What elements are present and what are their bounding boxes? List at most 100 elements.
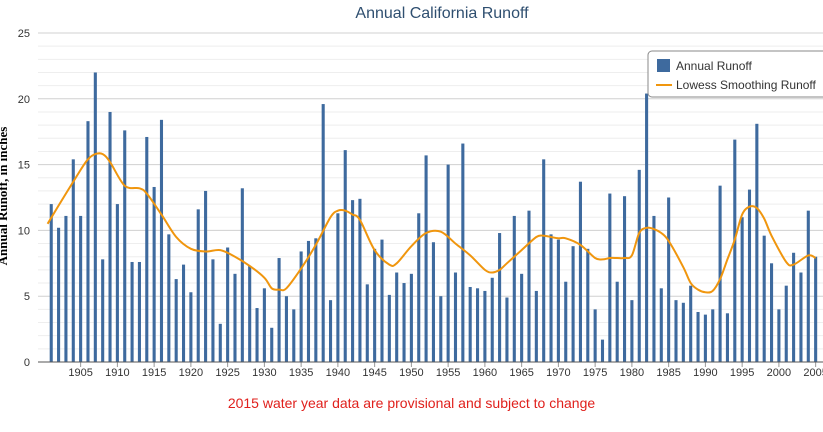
bar[interactable] [292,309,296,362]
bar[interactable] [57,227,61,362]
legend-label-lowess[interactable]: Lowess Smoothing Runoff [676,78,817,92]
bar[interactable] [49,204,53,362]
bar[interactable] [586,248,590,362]
legend-label-annual-runoff[interactable]: Annual Runoff [676,59,753,73]
bar[interactable] [468,286,472,362]
bar[interactable] [387,294,391,362]
bar[interactable] [255,308,259,362]
bar[interactable] [475,288,480,362]
bar[interactable] [365,284,369,362]
bar[interactable] [498,233,502,362]
bar[interactable] [600,339,605,362]
bar[interactable] [806,210,810,362]
bar[interactable] [101,259,105,362]
bar[interactable] [446,164,450,362]
bar[interactable] [593,309,597,362]
bar[interactable] [747,189,752,362]
bar[interactable] [556,239,560,362]
bar[interactable] [637,169,641,362]
bar[interactable] [527,210,531,362]
bar[interactable] [211,259,215,362]
bar[interactable] [328,300,333,362]
bar[interactable] [343,150,347,362]
bar[interactable] [115,204,119,362]
bar[interactable] [608,193,612,362]
bar[interactable] [542,159,546,362]
bar[interactable] [483,290,487,362]
bar[interactable] [71,159,75,362]
bar[interactable] [358,198,362,362]
bar[interactable] [240,188,244,362]
bar[interactable] [733,139,737,362]
bar[interactable] [799,272,803,362]
bar[interactable] [137,261,141,362]
bar[interactable] [615,281,619,362]
bar[interactable] [711,309,715,362]
bar[interactable] [623,196,627,362]
bar[interactable] [174,279,178,362]
bar[interactable] [696,311,700,362]
bar[interactable] [453,272,458,362]
bar[interactable] [181,264,186,362]
bar[interactable] [196,209,200,362]
bar[interactable] [380,239,384,362]
bar[interactable] [740,217,744,362]
bar[interactable] [564,281,568,362]
bar[interactable] [93,72,97,362]
bar[interactable] [351,200,355,362]
bar[interactable] [578,181,582,362]
bar[interactable] [248,265,252,362]
bar[interactable] [431,242,435,362]
bar[interactable] [64,215,68,362]
bar[interactable] [755,123,759,362]
bar[interactable] [505,297,509,362]
bar[interactable] [277,258,281,362]
bar[interactable] [461,143,465,362]
bar[interactable] [689,285,693,362]
bar[interactable] [123,130,127,362]
bar[interactable] [284,296,288,362]
legend[interactable]: Annual Runoff Lowess Smoothing Runoff [647,50,823,98]
bar[interactable] [189,292,193,362]
bar[interactable] [218,323,222,362]
bar[interactable] [652,215,656,362]
bar[interactable] [373,248,377,362]
bar[interactable] [784,285,788,362]
bar[interactable] [490,277,494,362]
bar[interactable] [718,185,722,362]
bar[interactable] [306,240,311,362]
bar[interactable] [770,263,774,362]
bar[interactable] [145,136,149,362]
bar[interactable] [424,155,428,362]
bar[interactable] [814,256,818,362]
bar[interactable] [667,197,671,363]
bar[interactable] [674,300,678,362]
bar[interactable] [152,186,156,362]
bar[interactable] [226,247,230,362]
bar[interactable] [777,309,781,362]
bar[interactable] [130,261,134,362]
bar[interactable] [336,213,340,362]
bar[interactable] [270,327,274,362]
bar[interactable] [86,121,90,362]
bar[interactable] [725,313,729,362]
bar[interactable] [681,302,685,362]
bar[interactable] [79,215,83,362]
bar[interactable] [520,273,524,362]
bar[interactable] [167,234,171,362]
bar[interactable] [395,272,399,362]
bar[interactable] [417,213,421,362]
bar[interactable] [262,288,266,362]
bar[interactable] [549,234,553,362]
bar[interactable] [233,273,237,362]
bar[interactable] [409,273,413,362]
bar[interactable] [108,111,112,363]
bar[interactable] [792,252,796,362]
bar[interactable] [534,290,538,362]
bar[interactable] [659,288,663,362]
bar[interactable] [703,314,707,362]
bar[interactable] [314,238,318,362]
bar[interactable] [571,246,575,362]
bar[interactable] [512,215,516,362]
bar[interactable] [299,251,303,362]
